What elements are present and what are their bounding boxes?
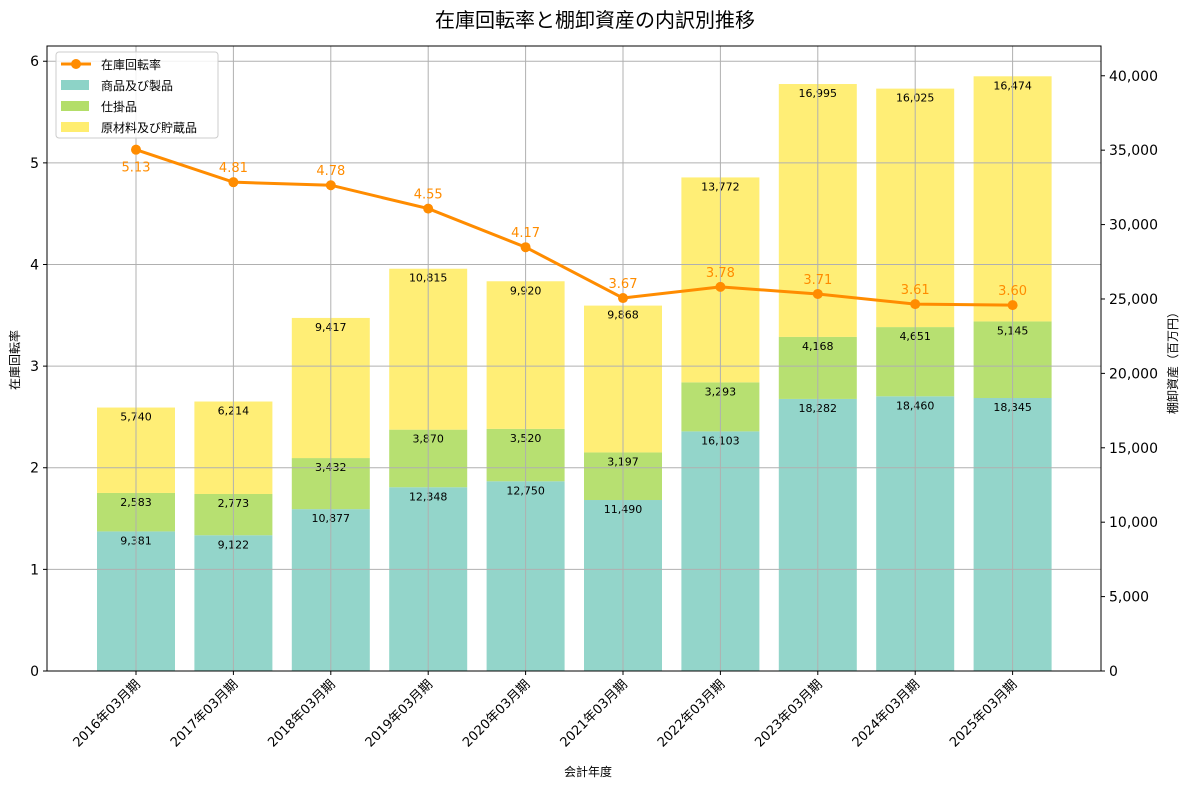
turnover-point (910, 299, 921, 310)
x-tick-label: 2024年03月期 (850, 677, 923, 750)
legend-label: 仕掛品 (101, 99, 137, 114)
x-axis-label: 会計年度 (564, 764, 612, 779)
x-tick-label: 2021年03月期 (558, 677, 631, 750)
turnover-data-label: 3.60 (998, 284, 1027, 299)
legend-swatch (61, 122, 89, 132)
turnover-data-label: 3.67 (609, 277, 638, 292)
x-tick-label: 2018年03月期 (265, 677, 338, 750)
turnover-data-label: 4.17 (511, 226, 540, 241)
turnover-point (1007, 300, 1018, 311)
legend-label: 商品及び製品 (101, 78, 173, 93)
y-left-tick-label: 6 (30, 54, 39, 70)
x-tick-label: 2017年03月期 (168, 677, 241, 750)
x-tick-label: 2023年03月期 (752, 677, 825, 750)
x-tick-label: 2016年03月期 (71, 677, 144, 750)
turnover-data-label: 4.81 (219, 161, 248, 176)
y-right-tick-label: 0 (1109, 664, 1118, 680)
y-right-tick-label: 40,000 (1109, 69, 1158, 85)
turnover-data-label: 3.78 (706, 266, 735, 281)
y-right-tick-label: 25,000 (1109, 292, 1158, 308)
x-tick-label: 2022年03月期 (655, 677, 728, 750)
legend-label: 原材料及び貯蔵品 (101, 121, 197, 135)
y-axis-right-label: 棚卸資産（百万円） (1165, 306, 1180, 414)
y-axis-left-label: 在庫回転率 (7, 330, 22, 390)
y-left-tick-label: 5 (30, 156, 39, 172)
plot-frame (46, 45, 1102, 672)
y-left-tick-label: 1 (30, 562, 39, 578)
legend-box (55, 51, 219, 139)
turnover-data-label: 4.55 (414, 188, 443, 203)
turnover-point (423, 203, 434, 214)
y-right-tick-label: 10,000 (1109, 515, 1158, 531)
legend-label: 在庫回転率 (101, 57, 161, 72)
legend-marker (71, 59, 81, 69)
legend-swatch (61, 101, 89, 111)
turnover-point (131, 144, 141, 155)
y-right-tick-label: 5,000 (1109, 590, 1149, 606)
y-left-tick-label: 0 (30, 664, 39, 680)
x-tick-label: 2019年03月期 (363, 677, 436, 750)
y-right-tick-label: 35,000 (1109, 143, 1158, 159)
turnover-data-label: 5.13 (122, 161, 151, 176)
turnover-point (715, 281, 726, 292)
x-tick-label: 2020年03月期 (460, 677, 533, 750)
y-left-tick-label: 3 (30, 359, 39, 375)
turnover-point (812, 288, 823, 299)
legend-swatch (61, 80, 89, 90)
x-tick-label: 2025年03月期 (947, 677, 1020, 750)
turnover-data-label: 3.61 (901, 283, 930, 298)
turnover-line (135, 148, 1013, 307)
y-left-tick-label: 2 (30, 461, 39, 477)
y-right-tick-label: 30,000 (1109, 218, 1158, 234)
turnover-data-label: 3.71 (803, 273, 832, 288)
y-left-tick-label: 4 (30, 257, 39, 273)
y-right-tick-label: 20,000 (1109, 366, 1158, 382)
turnover-point (520, 242, 531, 253)
turnover-point (228, 177, 239, 188)
turnover-point (325, 180, 336, 191)
y-right-tick-label: 15,000 (1109, 441, 1158, 457)
turnover-data-label: 4.78 (316, 164, 345, 179)
turnover-point (618, 293, 628, 304)
chart-title: 在庫回転率と棚卸資産の内訳別推移 (435, 8, 755, 32)
